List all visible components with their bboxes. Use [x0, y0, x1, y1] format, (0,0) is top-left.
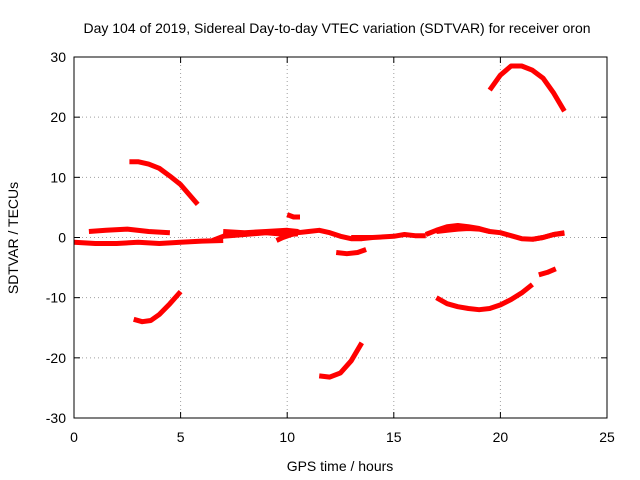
series-line-arc-15 — [435, 282, 534, 313]
series-line-arc-03 — [129, 159, 200, 207]
series-line-arc-06 — [223, 227, 299, 236]
chart-title: Day 104 of 2019, Sidereal Day-to-day VTE… — [83, 20, 590, 36]
y-axis-label: SDTVAR / TECUs — [5, 182, 21, 294]
series-line-arc-16 — [538, 266, 557, 278]
series-line-arc-08 — [286, 212, 300, 220]
x-tick-labels: 0 5 10 15 20 25 — [70, 429, 615, 445]
y-tick-labels: -30 -20 -10 0 10 20 30 — [46, 49, 66, 426]
x-tick-label: 20 — [493, 429, 509, 445]
series-line-arc-11 — [335, 247, 367, 257]
y-tick-label: -30 — [46, 410, 66, 426]
series-line-arc-10 — [318, 341, 364, 380]
y-tick-label: 20 — [50, 109, 66, 125]
y-tick-label: -10 — [46, 290, 66, 306]
series-line-arc-07 — [275, 229, 301, 243]
series-line-arc-18 — [487, 63, 567, 113]
y-tick-label: 10 — [50, 169, 66, 185]
data-series — [73, 63, 567, 380]
axis-ticks — [73, 56, 608, 419]
series-line-arc-02 — [88, 226, 171, 236]
y-tick-label: -20 — [46, 350, 66, 366]
x-tick-label: 10 — [279, 429, 295, 445]
series-line-arc-12 — [351, 232, 426, 240]
x-tick-label: 0 — [70, 429, 78, 445]
x-tick-label: 15 — [386, 429, 402, 445]
y-tick-label: 30 — [50, 49, 66, 65]
x-tick-label: 5 — [177, 429, 185, 445]
series-line-arc-04 — [133, 289, 183, 325]
x-tick-label: 25 — [599, 429, 615, 445]
x-axis-label: GPS time / hours — [287, 458, 394, 474]
series-line-arc-17 — [531, 230, 565, 242]
series-line-arc-01 — [73, 238, 224, 246]
y-tick-label: 0 — [58, 230, 66, 246]
